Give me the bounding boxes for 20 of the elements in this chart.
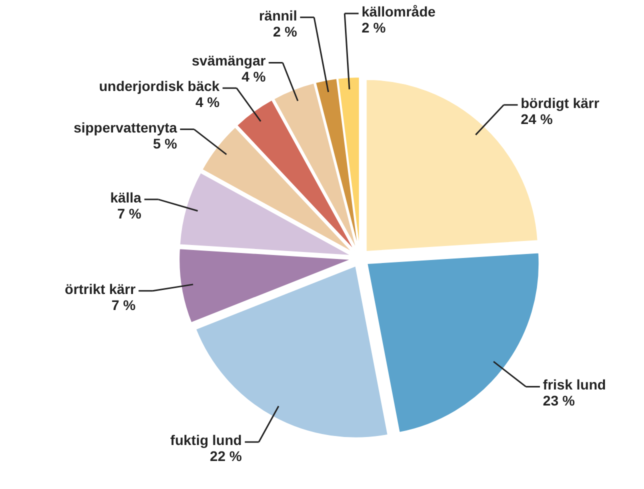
data-label: 23 % [542,392,576,409]
slice-label: örtrikt kärr [64,280,136,297]
slice-label: rännil [258,7,298,24]
data-label: 4 % [195,94,220,110]
data-label: 2 % [272,23,298,40]
data-label: 7 % [117,205,142,222]
data-label: 5 % [152,135,178,152]
slice-label: källa [110,189,142,206]
data-label: 24 % [520,110,554,127]
slice-label: underjordisk bäck [98,78,220,94]
data-label: 7 % [111,296,136,313]
slice-label: bördigt kärr [520,94,600,111]
slice-label: fuktig lund [170,432,242,448]
slice-label: svämängar [192,52,266,69]
slice-label: sippervattenyta [74,119,178,136]
slice-label: källområde [362,3,436,20]
data-label: 2 % [362,19,386,36]
data-label: 22 % [210,448,242,464]
slice-label: frisk lund [542,376,606,393]
data-label: 4 % [242,68,266,85]
